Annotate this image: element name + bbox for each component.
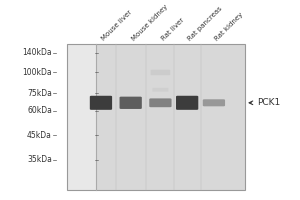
Text: Rat pancreas: Rat pancreas bbox=[187, 6, 224, 42]
Text: 140kDa: 140kDa bbox=[22, 48, 52, 57]
Text: Mouse kidney: Mouse kidney bbox=[131, 4, 169, 42]
Text: PCK1: PCK1 bbox=[249, 98, 280, 107]
FancyBboxPatch shape bbox=[152, 88, 168, 92]
Text: 35kDa: 35kDa bbox=[27, 155, 52, 164]
FancyBboxPatch shape bbox=[176, 96, 198, 110]
Text: 100kDa: 100kDa bbox=[22, 68, 52, 77]
FancyBboxPatch shape bbox=[97, 44, 245, 190]
FancyBboxPatch shape bbox=[203, 99, 225, 106]
FancyBboxPatch shape bbox=[90, 96, 112, 110]
Text: Mouse liver: Mouse liver bbox=[101, 10, 134, 42]
Text: 60kDa: 60kDa bbox=[27, 106, 52, 115]
FancyBboxPatch shape bbox=[119, 97, 142, 109]
FancyBboxPatch shape bbox=[149, 98, 172, 107]
FancyBboxPatch shape bbox=[67, 44, 97, 190]
Text: Rat kidney: Rat kidney bbox=[214, 12, 244, 42]
Text: 45kDa: 45kDa bbox=[27, 131, 52, 140]
Text: Rat liver: Rat liver bbox=[160, 17, 185, 42]
Text: 75kDa: 75kDa bbox=[27, 89, 52, 98]
FancyBboxPatch shape bbox=[151, 70, 170, 75]
